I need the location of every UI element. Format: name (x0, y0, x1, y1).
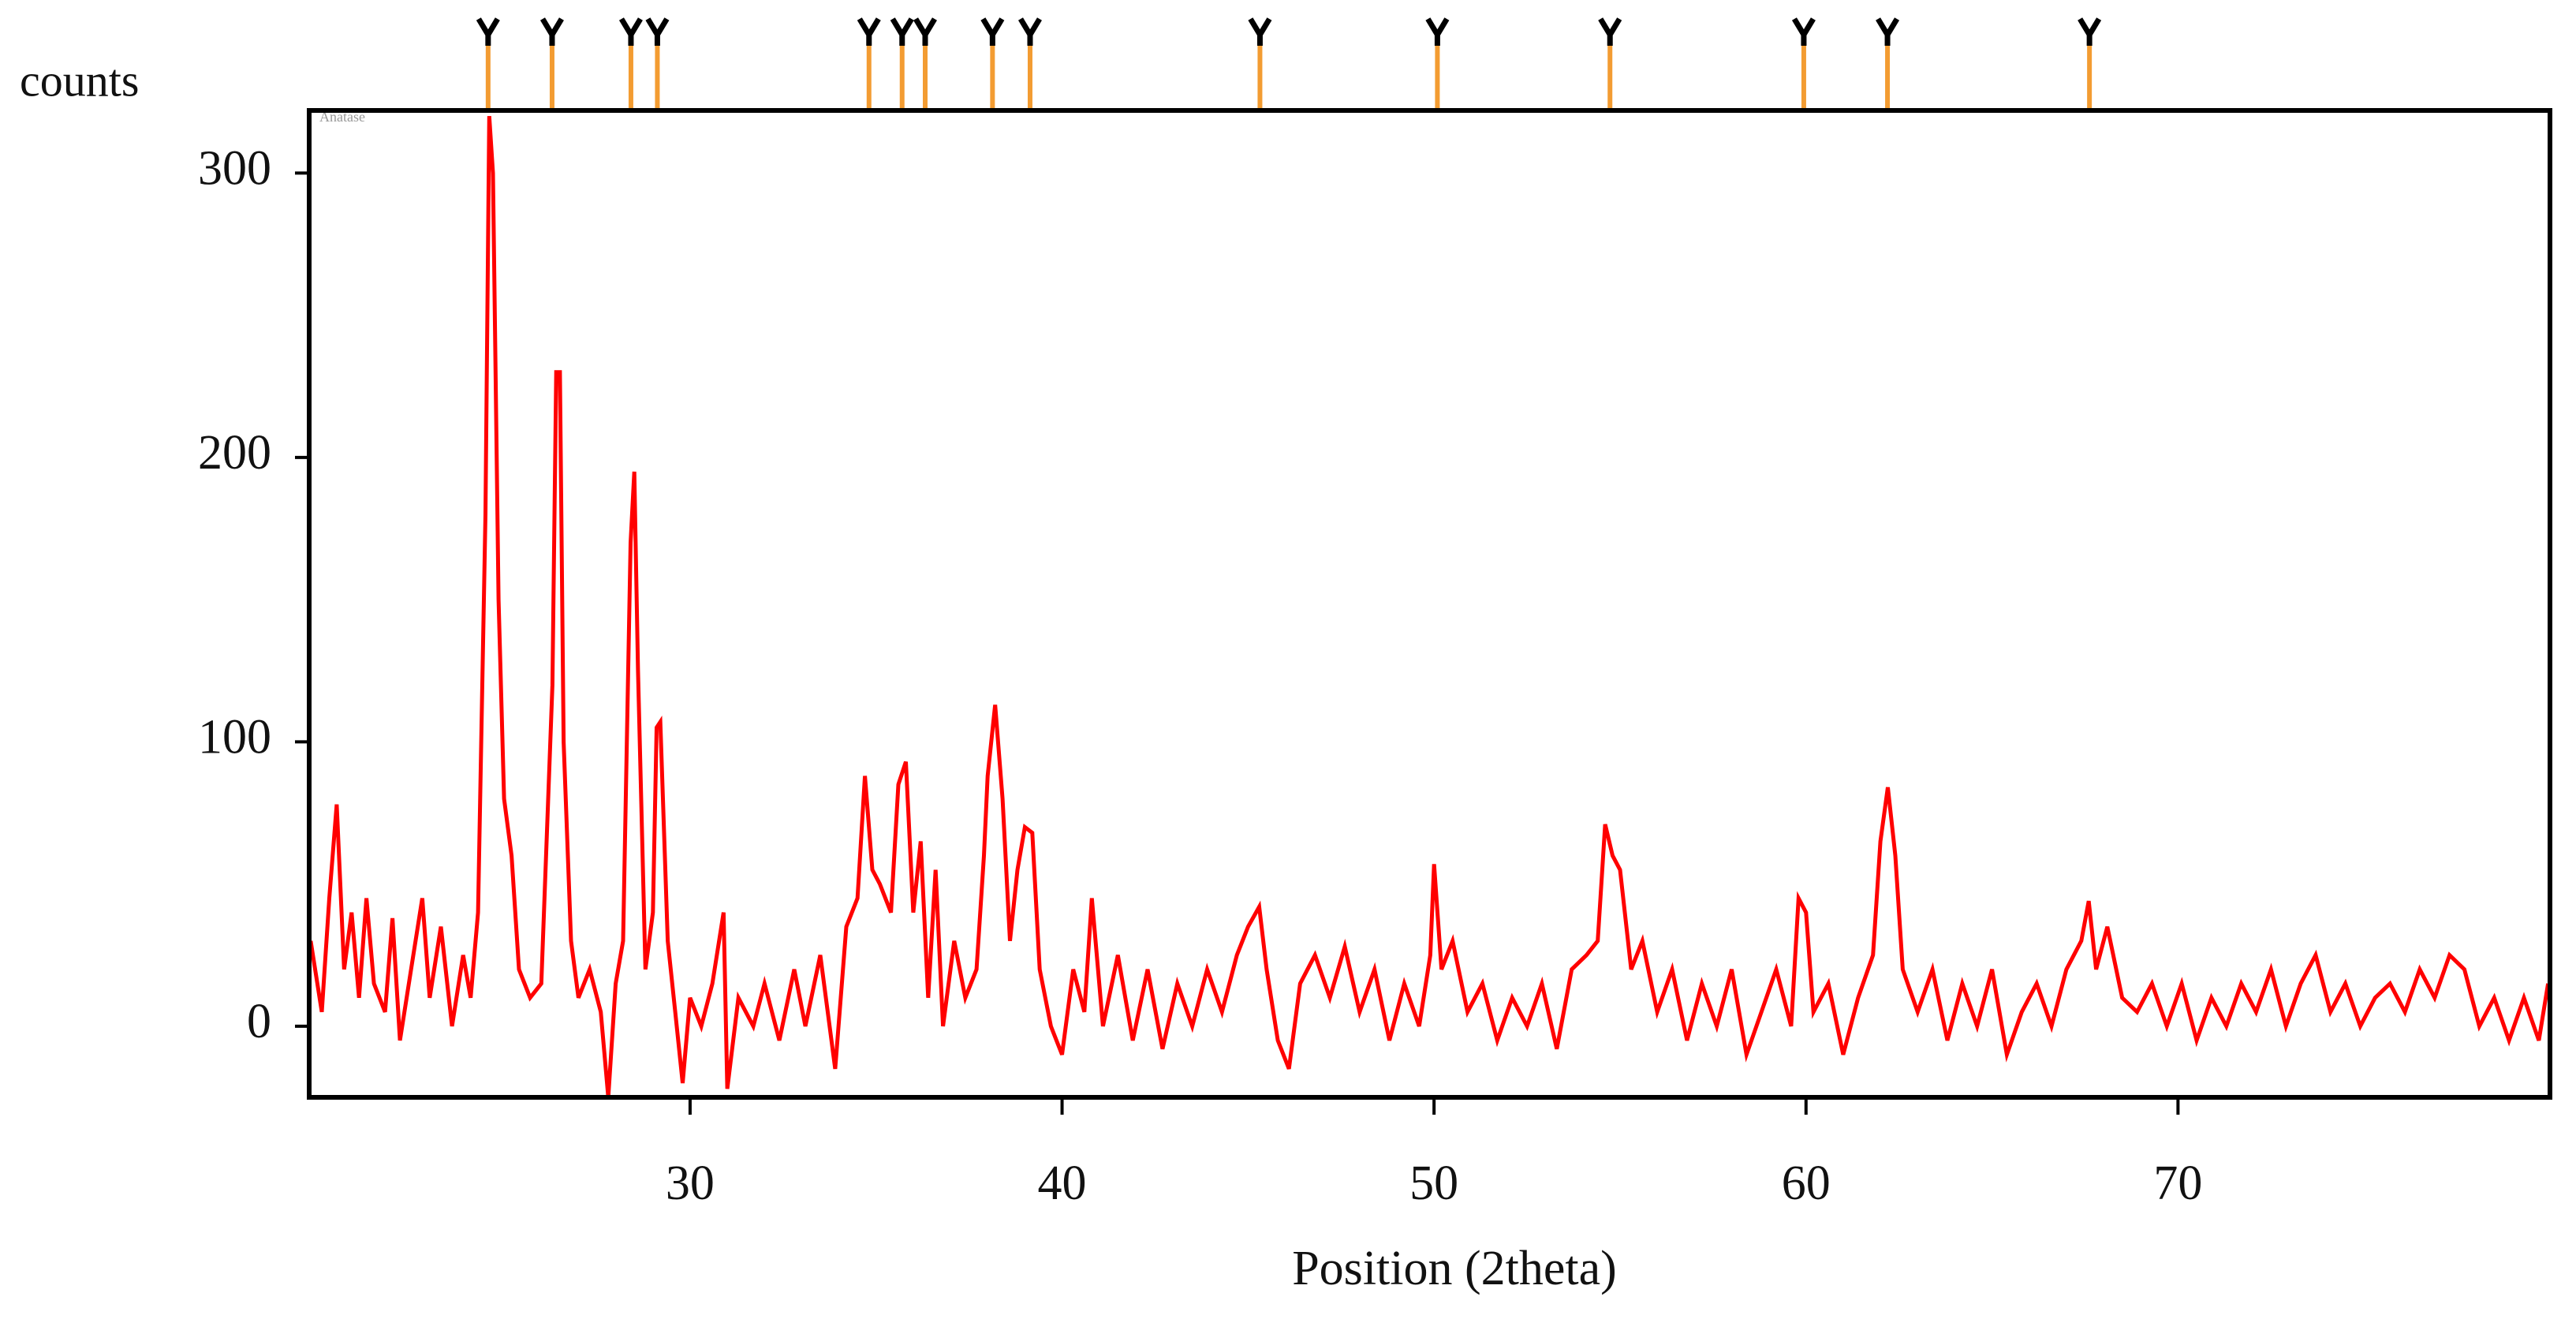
reference-peak-marker (618, 17, 643, 46)
reference-peak-marker (539, 17, 564, 46)
reference-peak-marker (1248, 17, 1272, 46)
reference-peak-marker (913, 17, 937, 46)
y-tick-label: 300 (198, 142, 271, 196)
x-tick-label: 50 (1409, 1156, 1458, 1210)
plot-frame (307, 108, 2552, 1100)
y-axis-label: counts (20, 54, 139, 106)
reference-peak-marker (1017, 17, 1042, 46)
x-tick-label: 60 (1782, 1156, 1831, 1210)
reference-peak-marker (1876, 17, 1900, 46)
reference-peak-marker (1425, 17, 1450, 46)
reference-peak-marker (857, 17, 881, 46)
reference-peak-marker (890, 17, 914, 46)
data-line (309, 116, 2550, 1097)
reference-peak-marker (645, 17, 670, 46)
y-tick-label: 200 (198, 426, 271, 480)
y-tick-label: 100 (198, 711, 271, 764)
reference-peak-marker (476, 17, 500, 46)
x-tick-label: 40 (1038, 1156, 1087, 1210)
x-axis-label: Position (2theta) (1292, 1242, 1617, 1295)
reference-peak-marker (2078, 17, 2102, 46)
legend-label: Anatase (319, 109, 365, 125)
y-tick-label: 0 (247, 995, 271, 1048)
x-tick-label: 70 (2153, 1156, 2202, 1210)
reference-peak-marker (980, 17, 1005, 46)
reference-peak-marker (1598, 17, 1622, 46)
x-tick-label: 30 (666, 1156, 715, 1210)
reference-peak-marker (1791, 17, 1816, 46)
